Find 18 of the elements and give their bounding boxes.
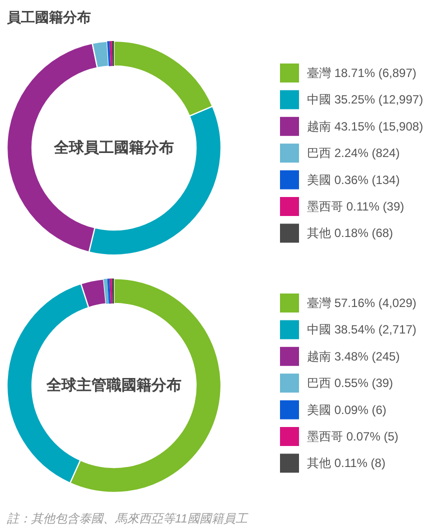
legend-label: 巴西 0.55% (39) bbox=[307, 376, 394, 390]
legend-label: 臺灣 57.16% (4,029) bbox=[307, 296, 416, 310]
text: 全球員工國籍分布 bbox=[53, 140, 174, 156]
legend-label: 美國 0.36% (134) bbox=[307, 172, 400, 187]
legend-label: 巴西 2.24% (824) bbox=[307, 146, 400, 160]
legend-label: 臺灣 18.71% (6,897) bbox=[307, 66, 416, 80]
legend-label: 越南 43.15% (15,908) bbox=[307, 119, 424, 134]
legend-label: 墨西哥 0.11% (39) bbox=[307, 200, 404, 214]
legend-label: 中國 38.54% (2,717) bbox=[307, 322, 416, 337]
legend-label: 美國 0.09% (6) bbox=[307, 402, 386, 417]
legend-label: 中國 35.25% (12,997) bbox=[307, 92, 424, 107]
legend-label: 墨西哥 0.07% (5) bbox=[307, 430, 398, 444]
legend-label: 其他 0.11% (8) bbox=[307, 456, 386, 470]
chart-title: 員工國籍分布 bbox=[6, 9, 91, 25]
text: 全球主管職國籍分布 bbox=[46, 376, 182, 394]
legend-label: 其他 0.18% (68) bbox=[307, 226, 394, 240]
legend-label: 越南 3.48% (245) bbox=[307, 349, 400, 364]
text: 註：其他包含泰國、馬來西亞等11國國籍員工 bbox=[6, 512, 248, 526]
